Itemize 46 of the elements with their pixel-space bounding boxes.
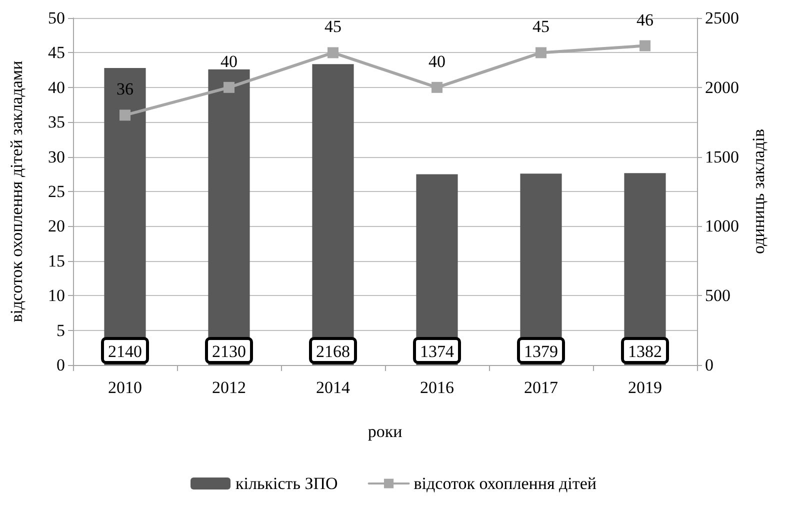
y-tick-label: 40 xyxy=(48,78,65,97)
y2-tick-label: 1500 xyxy=(705,147,739,166)
data-label: 45 xyxy=(532,17,550,36)
y2-tick-label: 500 xyxy=(705,286,730,306)
data-label: 2130 xyxy=(212,342,246,361)
data-label: 1382 xyxy=(628,342,662,361)
y-tick-label: 30 xyxy=(48,147,65,166)
y-tick-label: 10 xyxy=(48,286,65,306)
data-label: 40 xyxy=(428,52,446,71)
y-tick-label: 35 xyxy=(48,112,65,132)
data-label: 2140 xyxy=(108,342,142,361)
y2-tick-label: 0 xyxy=(705,356,714,374)
y-tick-label: 15 xyxy=(48,251,65,270)
data-label: 2168 xyxy=(316,342,350,361)
y-tick-label: 50 xyxy=(48,8,65,28)
data-label: 36 xyxy=(116,80,134,99)
legend-label: кількість ЗПО xyxy=(236,474,338,493)
x-tick-label: 2014 xyxy=(316,378,350,397)
x-tick-label: 2017 xyxy=(524,378,558,397)
point xyxy=(120,110,130,121)
x-tick-label: 2016 xyxy=(420,378,454,397)
y-axis-title: відсоток охоплення дітей закладами xyxy=(7,60,26,322)
data-label: 46 xyxy=(636,10,654,30)
y-tick-label: 45 xyxy=(48,43,65,62)
point xyxy=(432,82,442,93)
point xyxy=(536,47,546,58)
data-label: 1379 xyxy=(524,342,558,361)
y-tick-label: 0 xyxy=(56,356,65,374)
data-label: 45 xyxy=(324,17,342,36)
data-label: 1374 xyxy=(420,342,454,361)
data-label: 40 xyxy=(220,52,238,71)
x-tick-label: 2012 xyxy=(212,378,246,397)
point xyxy=(328,47,338,58)
y-tick-label: 25 xyxy=(48,182,65,201)
y2-tick-label: 2500 xyxy=(705,8,739,28)
x-axis-title: роки xyxy=(368,422,402,441)
point xyxy=(640,40,650,52)
y-tick-label: 20 xyxy=(48,216,65,236)
point xyxy=(224,82,234,93)
x-tick-label: 2010 xyxy=(108,378,142,397)
y2-tick-label: 1000 xyxy=(705,216,739,236)
y2-axis-title: одиниць закладів xyxy=(748,128,768,254)
y-tick-label: 5 xyxy=(56,320,65,340)
y2-tick-label: 2000 xyxy=(705,78,739,97)
legend-label: відсоток охоплення дітей xyxy=(414,474,596,493)
x-tick-label: 2019 xyxy=(628,378,662,397)
